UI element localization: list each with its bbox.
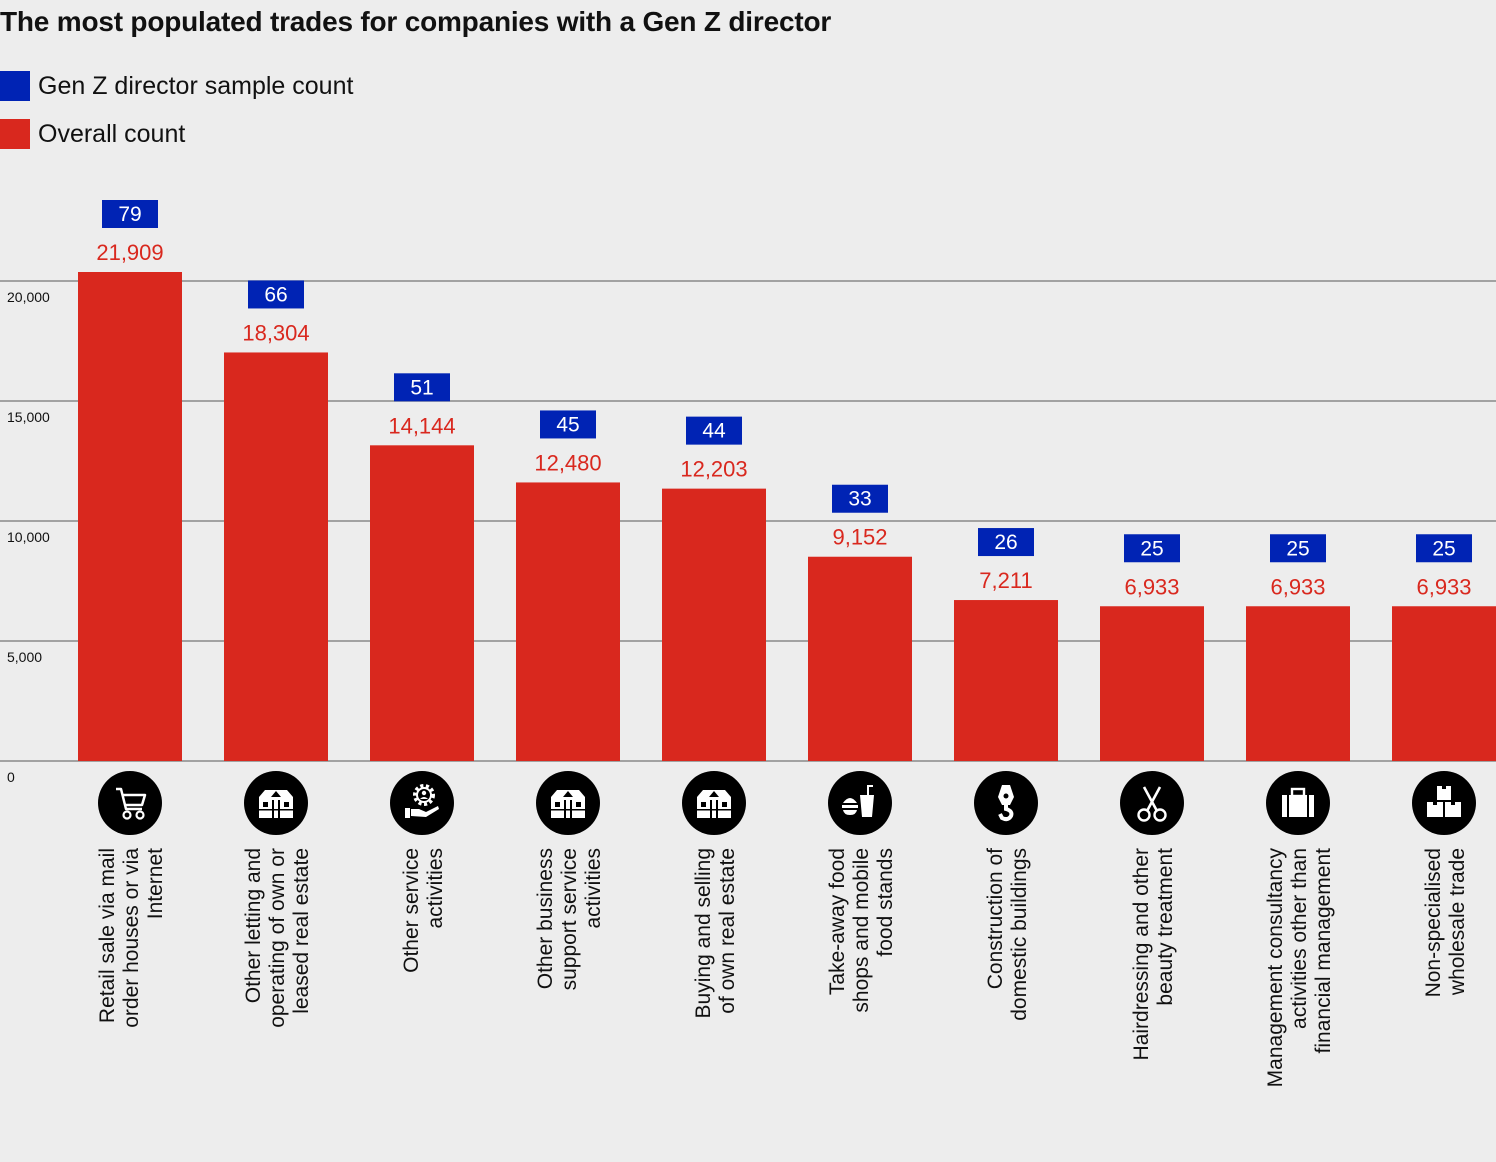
legend-item-overall: Overall count	[0, 119, 185, 149]
gen-z-count-label: 44	[702, 420, 726, 443]
legend-swatch-gen-z	[0, 71, 30, 101]
gen-z-count-label: 45	[556, 413, 579, 436]
category-label: Retail sale via mail order houses or via I…	[96, 848, 167, 1028]
legend-label-overall: Overall count	[38, 119, 186, 148]
bar-overall-count	[1392, 606, 1496, 761]
overall-count-label: 6,933	[1124, 574, 1179, 599]
category-label-line: of own real estate	[716, 848, 739, 1014]
category-label-line: Buying and selling	[692, 848, 715, 1018]
category-label-line: Non-specialised	[1422, 848, 1445, 997]
gen-z-count-label: 33	[848, 488, 871, 511]
category-label-line: Retail sale via mail	[96, 848, 119, 1023]
category-label-line: Management consultancy	[1264, 848, 1287, 1088]
gen-z-count-label: 25	[1140, 537, 1163, 560]
legend-label-gen-z: Gen Z director sample count	[38, 71, 354, 100]
overall-count-label: 21,909	[96, 240, 163, 265]
gen-z-count-box	[832, 484, 888, 513]
bar-overall-count	[662, 488, 766, 761]
gen-z-count-box	[1124, 534, 1180, 563]
gen-z-count-box	[540, 410, 596, 439]
category-label-line: shops and mobile	[850, 848, 873, 1013]
y-tick-label: 5,000	[7, 649, 42, 665]
gen-z-count-box	[1416, 534, 1472, 563]
gear-hand-icon	[390, 771, 454, 835]
gen-z-count-box	[248, 280, 304, 309]
chart-title: The most populated trades for companies …	[0, 6, 832, 37]
overall-count-label: 12,203	[680, 457, 747, 482]
gen-z-count-box	[1270, 534, 1326, 563]
category-label-line: food stands	[874, 848, 897, 957]
category-label-line: wholesale trade	[1446, 848, 1469, 996]
category-label-line: Internet	[144, 848, 167, 919]
category-label-line: activities	[424, 848, 447, 929]
category-label-line: Hairdressing and other	[1130, 848, 1153, 1060]
category-label-line: operating of own or	[266, 848, 289, 1028]
category-label-line: Construction of	[984, 848, 1007, 989]
category-label: Non-specialised wholesale trade	[1422, 848, 1469, 997]
boxes-icon	[1412, 771, 1476, 835]
bar-overall-count	[516, 482, 620, 761]
category-label-line: order houses or via	[120, 848, 143, 1028]
category-label-line: Other service	[400, 848, 423, 973]
overall-count-label: 12,480	[534, 450, 601, 475]
bar-overall-count	[224, 352, 328, 761]
overall-count-label: 18,304	[242, 320, 309, 345]
gen-z-count-box	[686, 416, 742, 445]
overall-count-label: 7,211	[979, 568, 1032, 593]
building-icon	[244, 771, 308, 835]
category-label-line: activities	[582, 848, 605, 929]
category-label-line: Other business	[534, 848, 557, 989]
y-tick-label: 10,000	[7, 529, 50, 545]
gen-z-count-label: 79	[118, 203, 141, 226]
category-label: Other business support service activities	[534, 848, 605, 990]
gen-z-count-label: 25	[1432, 537, 1455, 560]
category-label: Buying and selling of own real estate	[692, 848, 739, 1018]
scissors-icon	[1120, 771, 1184, 835]
category-label: Construction of domestic buildings	[984, 848, 1031, 1021]
gen-z-count-box	[102, 200, 158, 228]
category-label: Management consultancy activities other t…	[1264, 848, 1335, 1088]
gen-z-count-label: 51	[410, 376, 433, 399]
category-label-line: beauty treatment	[1154, 848, 1177, 1006]
briefcase-icon	[1266, 771, 1330, 835]
category-label: Other service activities	[400, 848, 447, 973]
building-icon	[682, 771, 746, 835]
overall-count-label: 9,152	[832, 525, 887, 550]
gen-z-count-label: 26	[994, 531, 1017, 554]
legend-swatch-overall	[0, 119, 30, 149]
category-label-line: domestic buildings	[1008, 848, 1031, 1021]
gen-z-count-box	[978, 528, 1034, 557]
gen-z-count-label: 66	[264, 283, 287, 306]
category-label-line: Other letting and	[242, 848, 265, 1003]
category-label-line: activities other than	[1288, 848, 1311, 1029]
burger-drink-icon	[828, 771, 892, 835]
category-label-line: financial management	[1312, 848, 1335, 1054]
overall-count-label: 14,144	[388, 413, 455, 438]
y-tick-label: 20,000	[7, 289, 50, 305]
y-tick-label: 0	[7, 769, 15, 785]
bar-overall-count	[78, 272, 182, 761]
overall-count-label: 6,933	[1270, 574, 1325, 599]
building-icon	[536, 771, 600, 835]
category-label-line: support service	[558, 848, 581, 990]
crane-hook-icon	[974, 771, 1038, 835]
category-label-line: Take-away food	[826, 848, 849, 995]
bar-overall-count	[954, 600, 1058, 761]
legend-item-gen-z: Gen Z director sample count	[0, 71, 353, 101]
bar-overall-count	[808, 556, 912, 761]
overall-count-label: 6,933	[1416, 574, 1471, 599]
category-label: Other letting and operating of own or leas…	[242, 848, 313, 1028]
category-label: Take-away food shops and mobile food stand…	[826, 848, 897, 1013]
shopping-cart-icon	[98, 771, 162, 835]
category-label: Hairdressing and other beauty treatment	[1130, 848, 1177, 1061]
gen-z-count-box	[394, 373, 450, 402]
bar-overall-count	[1100, 606, 1204, 761]
gen-z-count-label: 25	[1286, 537, 1309, 560]
bar-overall-count	[1246, 606, 1350, 761]
category-label-line: leased real estate	[290, 848, 313, 1014]
y-tick-label: 15,000	[7, 409, 50, 425]
bar-overall-count	[370, 445, 474, 761]
